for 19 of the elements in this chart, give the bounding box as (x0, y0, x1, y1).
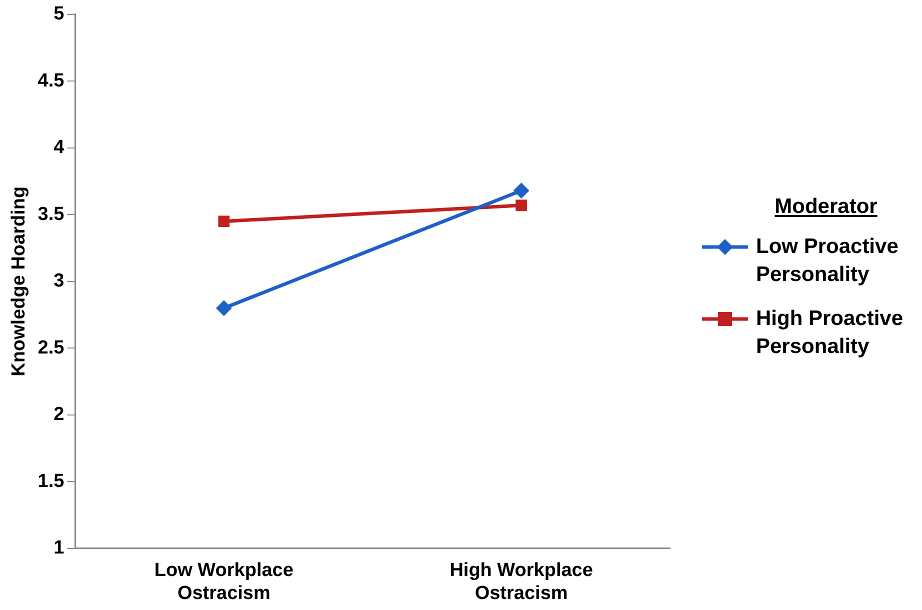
y-tick-label: 5 (54, 4, 65, 25)
legend-title: Moderator (774, 195, 878, 219)
y-tick-label: 1.5 (38, 470, 65, 492)
legend-label: Low Proactive Personality (756, 234, 900, 288)
y-tick-label: 2 (54, 404, 64, 426)
y-tick-label: 1 (54, 538, 65, 559)
y-tick-label: 4 (54, 137, 65, 158)
y-tick-label: 4.5 (38, 70, 65, 92)
y-tick-label: 2.5 (38, 337, 65, 358)
y-tick-label: 3.5 (38, 204, 65, 225)
x-tick-label: High Workplace Ostracism (450, 560, 593, 604)
legend-label: High Proactive Personality (756, 306, 904, 360)
y-tick-label: 3 (54, 270, 64, 292)
point (513, 182, 530, 199)
point (216, 300, 232, 316)
x-tick-label: Low Workplace Ostracism (154, 560, 294, 604)
y-axis-title: Knowledge Hoarding (8, 186, 30, 376)
point (516, 200, 527, 211)
point (218, 216, 230, 227)
